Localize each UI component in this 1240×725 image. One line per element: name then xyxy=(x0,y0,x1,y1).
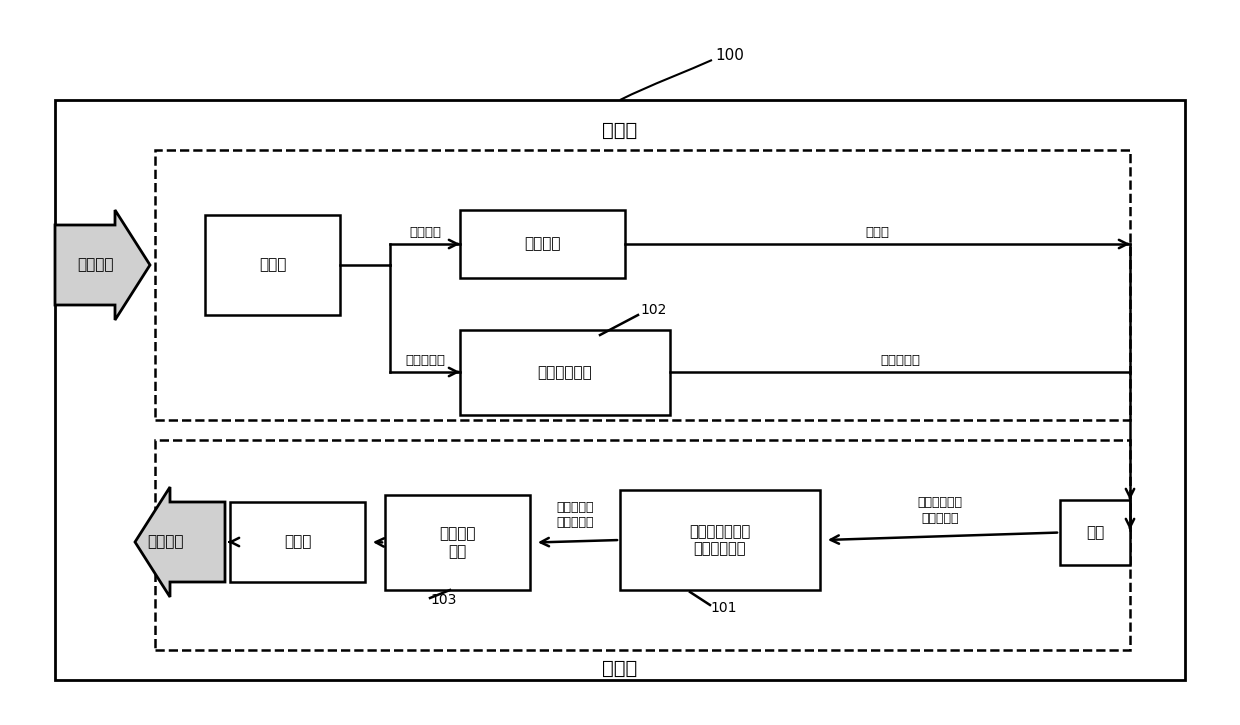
FancyArrow shape xyxy=(135,487,224,597)
Text: 101: 101 xyxy=(711,601,737,615)
Text: 关键帧块: 关键帧块 xyxy=(409,225,441,239)
FancyArrow shape xyxy=(55,210,150,320)
Text: 非关键帧块: 非关键帧块 xyxy=(405,354,445,367)
Text: 重构: 重构 xyxy=(1086,525,1104,540)
Text: 视频信号: 视频信号 xyxy=(146,534,184,550)
Bar xyxy=(1060,500,1130,565)
Text: 100: 100 xyxy=(715,48,744,62)
Text: 重排列: 重排列 xyxy=(259,257,286,273)
Bar xyxy=(155,440,1130,650)
Text: 编码端: 编码端 xyxy=(603,120,637,139)
Bar xyxy=(55,100,1185,680)
Text: 张量测量值: 张量测量值 xyxy=(880,354,920,367)
Bar xyxy=(460,330,670,415)
Text: 重排列: 重排列 xyxy=(284,534,311,550)
Text: 测量值: 测量值 xyxy=(866,225,889,239)
Text: 张量传感模块: 张量传感模块 xyxy=(538,365,593,380)
Bar xyxy=(155,150,1130,420)
Text: 结构化稀疏
张量基矩阵: 结构化稀疏 张量基矩阵 xyxy=(557,501,594,529)
Text: 视频信号: 视频信号 xyxy=(77,257,113,273)
Bar xyxy=(620,490,820,590)
Text: 103: 103 xyxy=(430,593,456,607)
Text: 重构处理
模块: 重构处理 模块 xyxy=(439,526,476,559)
Text: 结构化稀疏张量
字典学习模块: 结构化稀疏张量 字典学习模块 xyxy=(689,523,750,556)
Bar xyxy=(384,495,529,590)
Bar xyxy=(205,215,340,315)
Bar xyxy=(229,502,365,582)
Text: 解码端: 解码端 xyxy=(603,658,637,677)
Bar xyxy=(460,210,625,278)
Text: 压缩感知: 压缩感知 xyxy=(525,236,560,252)
Text: 重构的关键帧
张量块集合: 重构的关键帧 张量块集合 xyxy=(918,497,962,524)
Text: 102: 102 xyxy=(640,303,666,317)
